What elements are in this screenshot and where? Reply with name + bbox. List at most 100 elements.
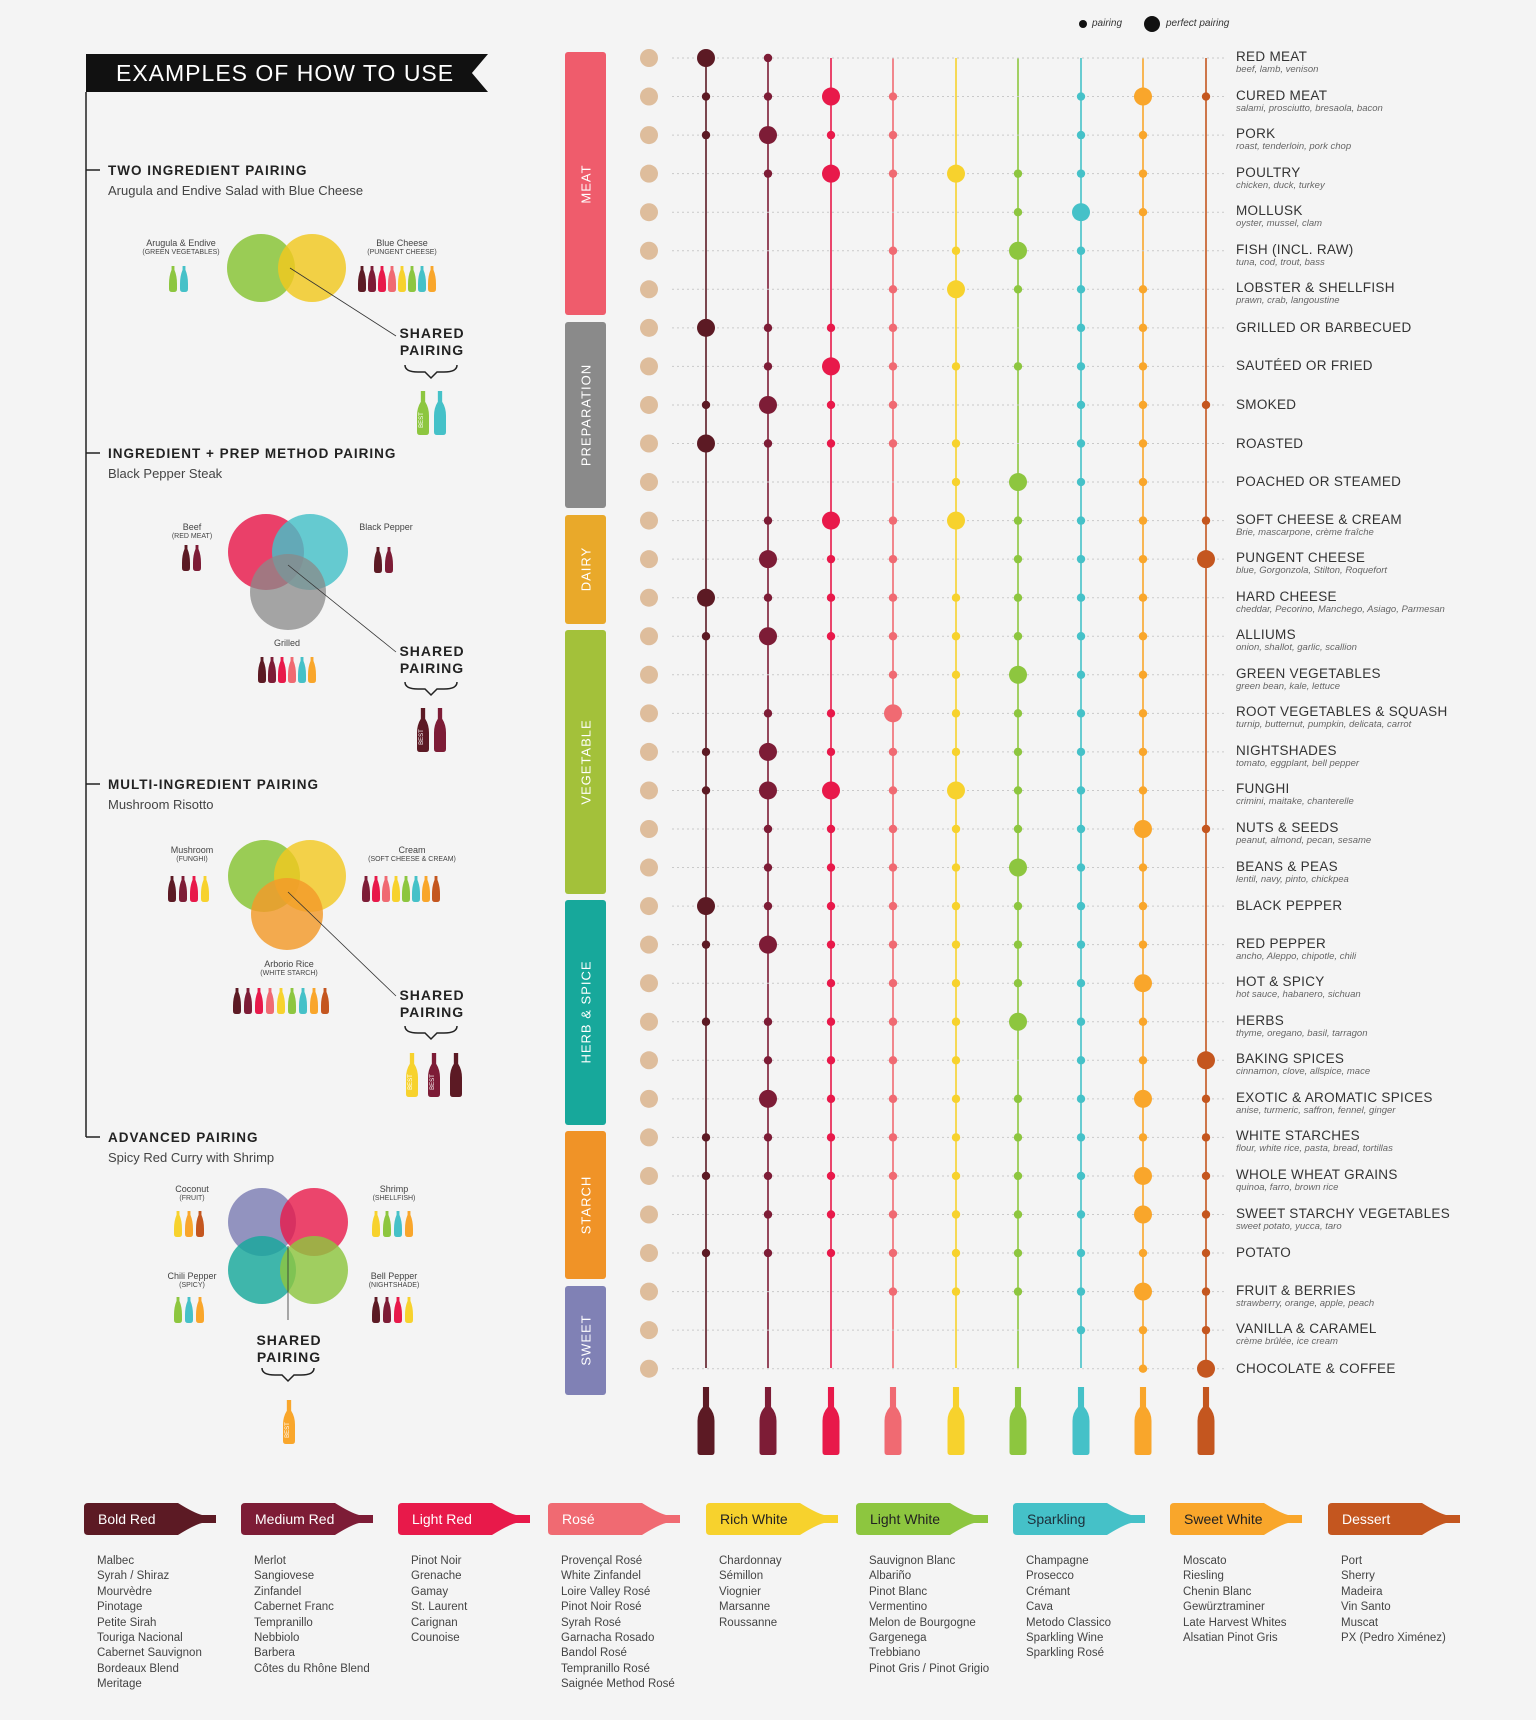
pairing-dot	[1138, 670, 1148, 679]
food-name: CHOCOLATE & COFFEE	[1236, 1360, 1396, 1376]
varietal-item: PX (Pedro Ximénez)	[1341, 1632, 1446, 1645]
food-examples: hot sauce, habanero, sichuan	[1236, 989, 1361, 1001]
pairing-dot	[1138, 477, 1148, 487]
perfect-pairing-dot	[1009, 858, 1027, 877]
pairing-dot	[1201, 1287, 1211, 1296]
pairing-dot	[1201, 400, 1211, 410]
food-name: FRUIT & BERRIES	[1236, 1282, 1356, 1298]
pairing-dot	[1013, 940, 1023, 949]
varietal-item: Barbera	[254, 1647, 295, 1660]
varietal-item: Provençal Rosé	[561, 1555, 643, 1567]
shared-bracket	[404, 364, 458, 380]
food-examples: beef, lamb, venison	[1236, 64, 1319, 75]
food-name: LOBSTER & SHELLFISH	[1236, 280, 1395, 296]
venn-circle-grilled	[250, 554, 326, 630]
food-name: GRILLED OR BARBECUED	[1236, 319, 1412, 335]
pairing-dot	[951, 901, 961, 911]
pairing-dot	[1138, 593, 1148, 602]
pairing-dot	[1076, 1287, 1086, 1296]
pairing-dot	[951, 824, 961, 834]
pairing-dot	[701, 1017, 711, 1026]
food-name: HARD CHEESE	[1236, 588, 1337, 604]
food-icon	[640, 1089, 658, 1108]
varietal-list: Champagne Prosecco Crémant Cava Metodo Class…	[1026, 1554, 1111, 1662]
pairing-dot	[888, 670, 898, 679]
pairing-dot	[763, 1017, 773, 1026]
pairing-dot	[763, 53, 773, 63]
pairing-dot	[1013, 979, 1023, 988]
perfect-pairing-dot	[759, 395, 777, 414]
wine-bottle-8	[1197, 1387, 1215, 1455]
adv-shared-bottle-0	[283, 1400, 295, 1444]
food-icon	[640, 164, 658, 183]
multi-right-bottle-5	[412, 876, 420, 902]
pairing-dot	[1076, 130, 1086, 140]
pairing-dot	[888, 130, 898, 140]
varietal-item: Touriga Nacional	[97, 1632, 183, 1645]
callout-line	[287, 891, 397, 997]
varietal-item: Malbec	[97, 1555, 135, 1567]
advanced-tr-label: Shrimp (SHELLFISH)	[372, 1184, 416, 1202]
category-tab: SWEET	[565, 1285, 606, 1395]
pairing-dot	[1138, 1248, 1148, 1258]
perfect-pairing-dot	[1009, 241, 1027, 260]
prep-bottom-bottle-2	[278, 657, 286, 683]
pairing-dot	[888, 1017, 898, 1026]
adv-bl-bottle-2	[196, 1297, 204, 1323]
pairing-dot	[888, 1210, 898, 1219]
multi-bottom-bottle-7	[310, 988, 318, 1014]
adv-br-bottle-2	[394, 1297, 402, 1323]
category-label: SWEET	[578, 1314, 593, 1366]
food-name: EXOTIC & AROMATIC SPICES	[1236, 1089, 1433, 1105]
food-icon	[640, 742, 658, 761]
varietal-item: Viognier	[719, 1585, 761, 1598]
food-name: CURED MEAT	[1236, 87, 1328, 103]
pairing-dot	[951, 246, 961, 255]
venn-circle-nightshade	[280, 1236, 348, 1304]
pairing-dot	[888, 632, 898, 641]
food-icon	[640, 1205, 658, 1224]
pairing-dot	[888, 979, 898, 988]
pairing-dot	[1201, 1210, 1211, 1219]
pairing-dot	[1013, 1171, 1023, 1181]
pairing-dot	[763, 1056, 773, 1065]
pairing-dot	[701, 130, 711, 140]
pairing-dot	[701, 1133, 711, 1142]
wine-bottle-5	[1009, 1387, 1027, 1455]
perfect-pairing-dot	[759, 550, 777, 569]
perfect-pairing-dot	[759, 1089, 777, 1108]
multi-left-bottle-0	[168, 876, 176, 902]
food-icon	[640, 935, 658, 954]
multi-right-bottle-4	[402, 876, 410, 902]
pairing-dot	[1076, 1133, 1086, 1142]
varietal-item: Petite Sirah	[97, 1616, 157, 1629]
category-label: MEAT	[578, 164, 593, 204]
prep-right-bottle-0	[374, 547, 382, 573]
food-examples: flour, white rice, pasta, bread, tortill…	[1236, 1143, 1393, 1155]
perfect-pairing-dot	[947, 511, 965, 530]
prep-shared-label: SHARED PAIRING	[399, 643, 465, 676]
perfect-pairing-dot	[1009, 665, 1027, 684]
food-examples: prawn, crab, langoustine	[1236, 295, 1340, 307]
multi-left-label: Mushroom (FUNGHI)	[170, 845, 214, 863]
varietal-item: Late Harvest Whites	[1183, 1616, 1287, 1629]
perfect-pairing-dot	[759, 126, 777, 145]
pairing-dot	[1013, 824, 1023, 834]
two-right-bottle-6	[418, 266, 426, 292]
pairing-dot	[1138, 1364, 1148, 1373]
varietal-item: Gargenega	[869, 1632, 927, 1645]
prep-right-label: Black Pepper	[359, 522, 413, 532]
pairing-dot	[951, 747, 961, 757]
varietal-item: Melon de Bourgogne	[869, 1616, 976, 1629]
wine-type-tag	[398, 1503, 530, 1535]
pairing-dot	[1013, 1287, 1023, 1296]
perfect-pairing-dot	[822, 781, 840, 800]
pairing-dot	[888, 1248, 898, 1258]
food-icon	[640, 473, 658, 492]
varietal-list: Malbec Syrah / Shiraz Mourvèdre Pinotage Pet…	[97, 1554, 202, 1693]
prep-right-bottle-1	[385, 547, 393, 573]
pairing-dot	[1138, 208, 1148, 217]
pairing-dot	[888, 246, 898, 255]
pairing-dot	[1201, 1325, 1211, 1335]
food-examples: crimini, maitake, chanterelle	[1236, 796, 1354, 808]
